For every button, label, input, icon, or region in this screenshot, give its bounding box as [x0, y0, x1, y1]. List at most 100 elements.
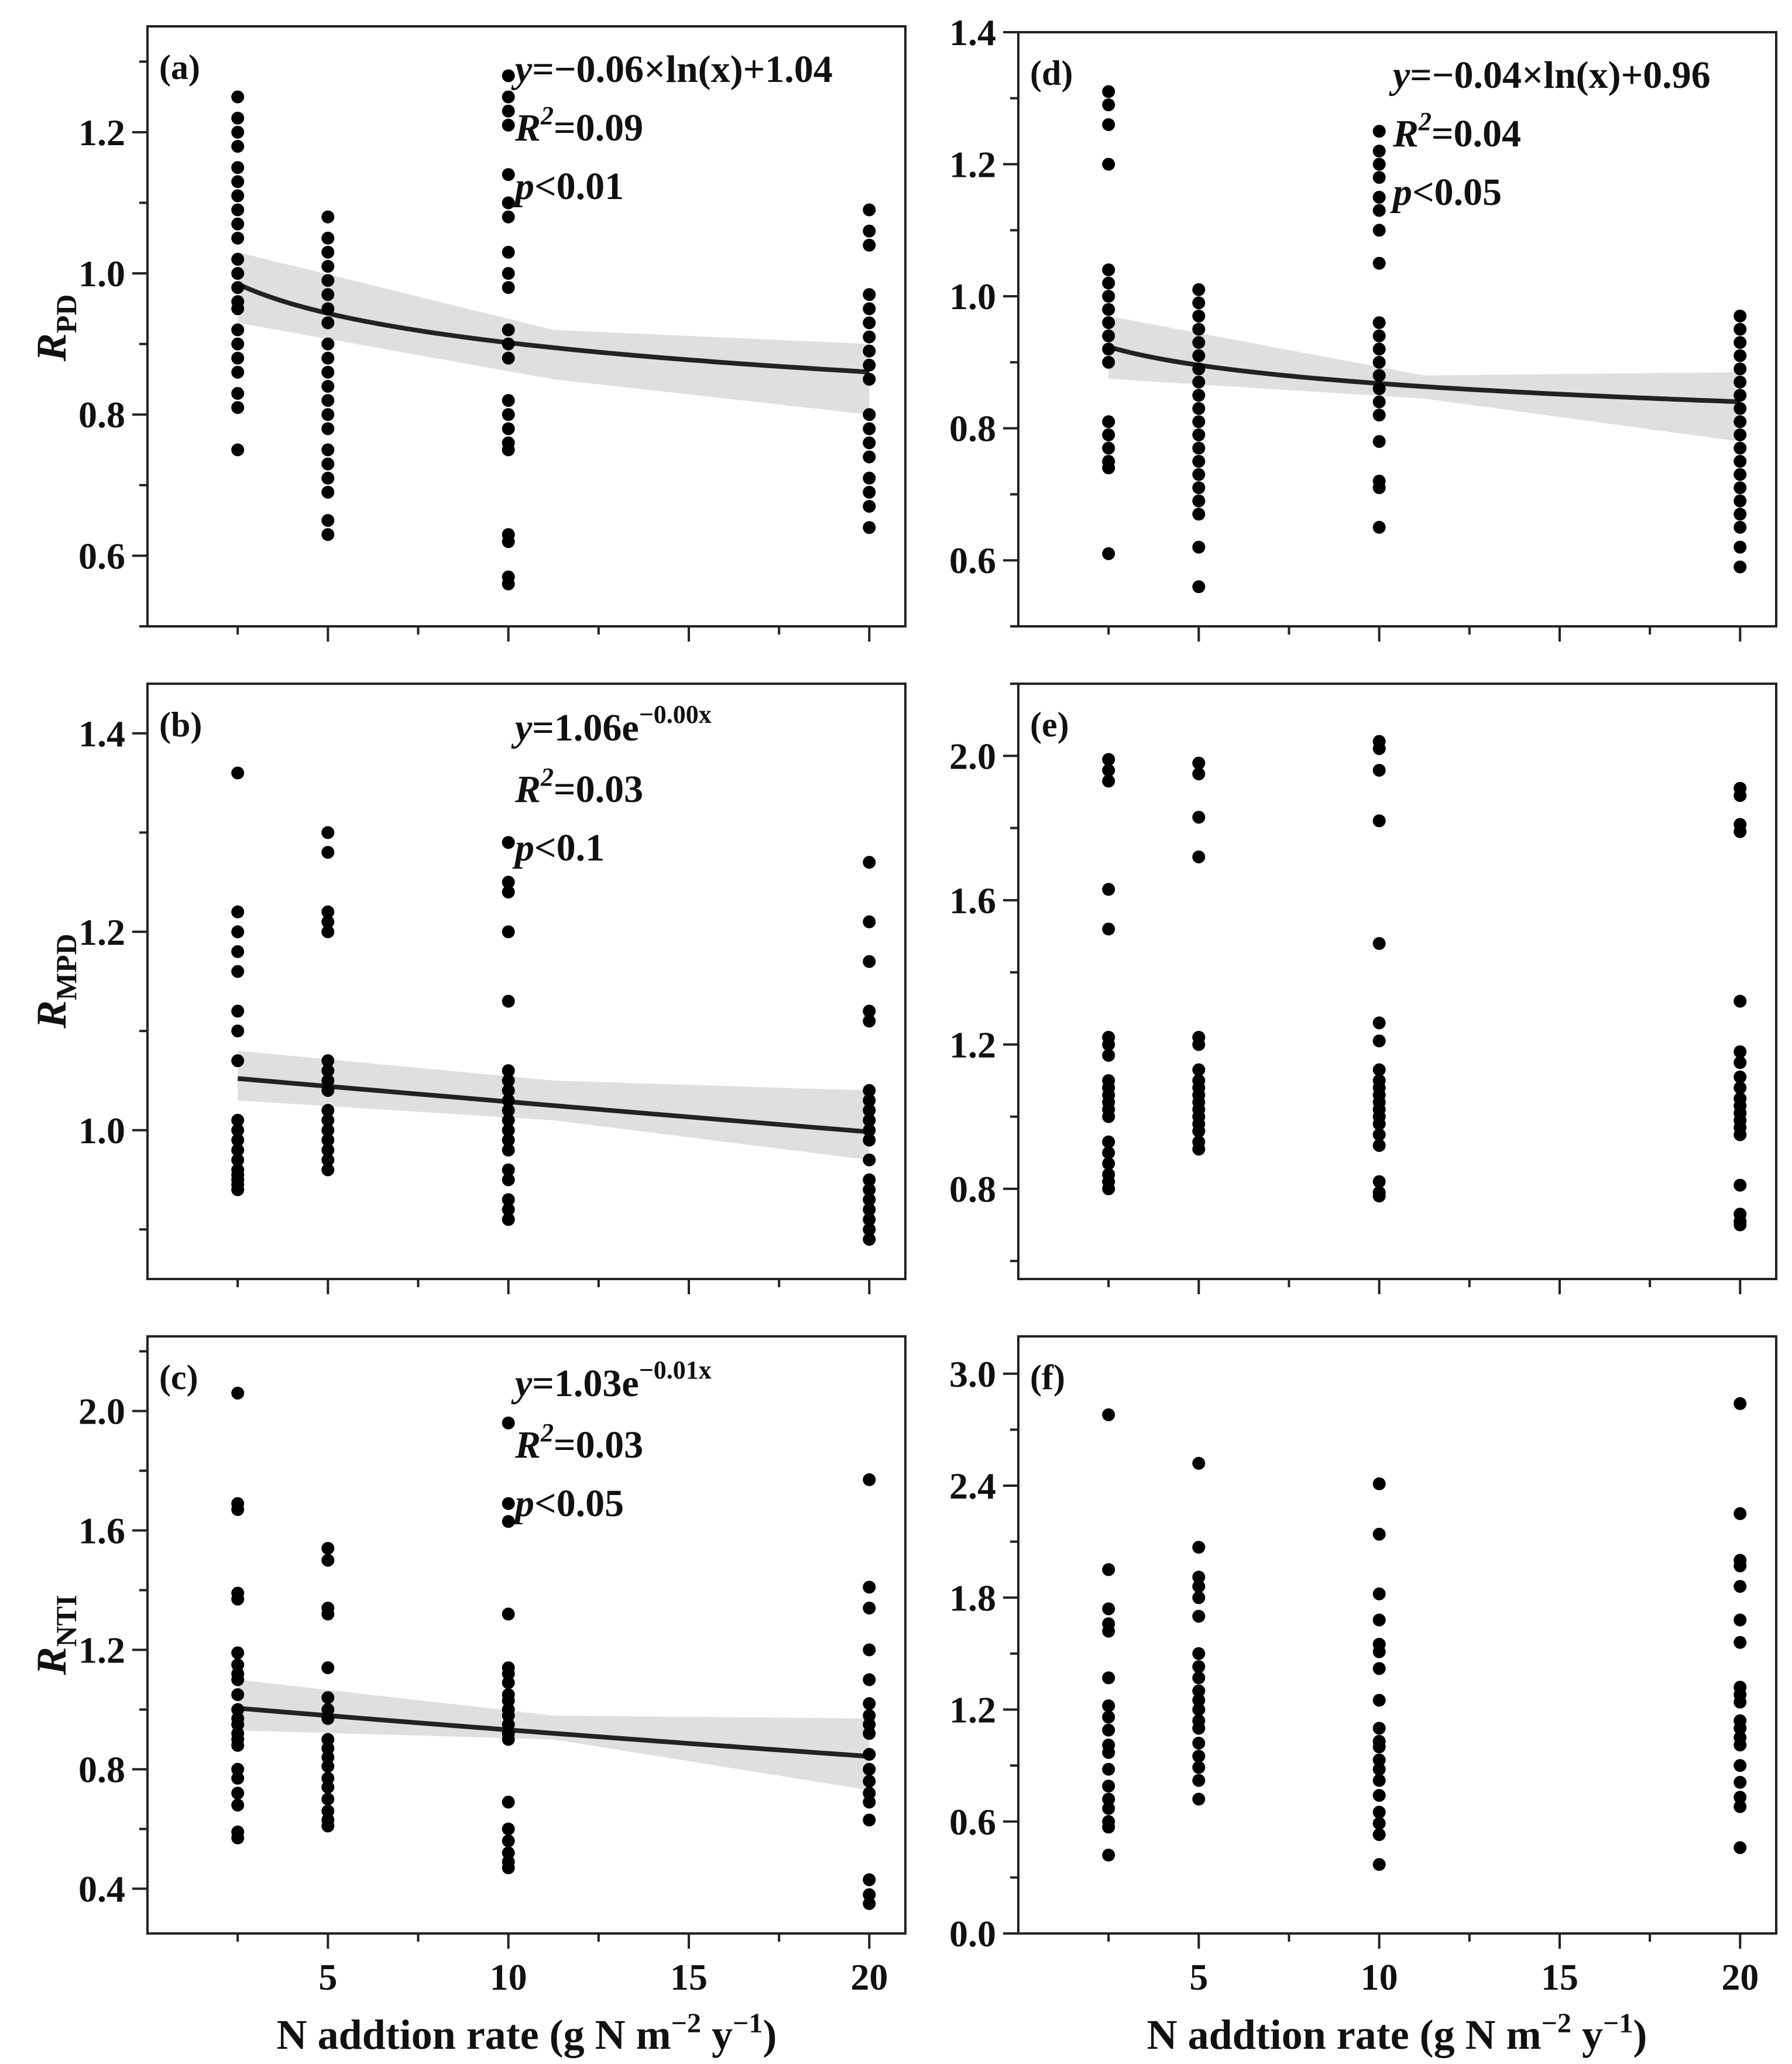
panel-c-data-point	[863, 1888, 876, 1901]
panel-f-data-point	[1192, 1610, 1206, 1623]
panel-d-data-point	[1102, 355, 1115, 369]
panel-c-data-point	[321, 1691, 335, 1705]
panel-a: (a) y=−0.06×ln(x)+1.04 R2=0.09 p<0.01 0.…	[78, 25, 907, 642]
panel-b-r2: R2=0.03	[514, 763, 643, 811]
panel-e-data-point	[1372, 1016, 1386, 1030]
panel-c-data-point	[502, 1834, 515, 1847]
panel-b-equation: y=1.06e−0.00x	[511, 700, 712, 749]
panel-a-data-point	[502, 168, 515, 181]
panel-b-data-point	[321, 1054, 335, 1068]
panel-c-data-point	[321, 1554, 335, 1567]
panel-c-data-point	[231, 1787, 245, 1800]
panel-f-data-point	[1192, 1774, 1206, 1787]
panel-a-fit-line	[236, 282, 870, 375]
panel-a-data-point	[863, 422, 876, 436]
panel-d-data-point	[1192, 481, 1206, 495]
panel-d-data-point	[1372, 382, 1386, 395]
panel-c-data-point	[863, 1795, 876, 1809]
panel-f-data-point	[1192, 1684, 1206, 1698]
panel-e-data-point	[1192, 1124, 1206, 1138]
panel-d: (d) y=−0.04×ln(x)+0.96 R2=0.04 p<0.05 0.…	[949, 12, 1777, 642]
panel-a-data-point	[321, 260, 335, 273]
panel-a-data-point	[502, 323, 515, 337]
panel-e-y-tick-label: 2.0	[949, 735, 996, 777]
panel-c-p: p<0.05	[512, 1482, 624, 1525]
panel-a-data-point	[502, 443, 515, 457]
panel-b-data-point	[502, 1074, 515, 1087]
panel-a-data-point	[502, 90, 515, 104]
panel-e-data-point	[1372, 937, 1386, 950]
panel-c-data-point	[502, 1709, 515, 1722]
panel-d-data-point	[1192, 494, 1206, 508]
panel-c-data-point	[321, 1712, 335, 1725]
panel-a-y-tick-label: 0.6	[78, 535, 125, 577]
panel-f-data-point	[1192, 1792, 1206, 1806]
panel-b-data-point	[502, 885, 515, 899]
panel-a-data-point	[502, 337, 515, 351]
panel-e-data-point	[1733, 1128, 1747, 1141]
panel-d-y-tick-label: 0.6	[949, 540, 996, 581]
panel-a-data-point	[502, 245, 515, 259]
panel-f-data-point	[1192, 1671, 1206, 1685]
panel-b-data-point	[231, 905, 245, 918]
panel-f-data-point	[1372, 1587, 1386, 1600]
panel-d-data-point	[1192, 441, 1206, 455]
panel-a-data-point	[231, 140, 245, 153]
panel-d-data-point	[1192, 402, 1206, 415]
panel-c-data-point	[231, 1592, 245, 1606]
panel-d-equation: y=−0.04×ln(x)+0.96	[1389, 54, 1711, 97]
panel-d-data-point	[1733, 540, 1747, 554]
panel-f-data-point	[1733, 1722, 1747, 1735]
panel-f-data-point	[1102, 1723, 1115, 1737]
panel-d-data-point	[1192, 415, 1206, 428]
panel-a-data-point	[321, 514, 335, 527]
panel-a-data-point	[321, 316, 335, 330]
panel-f-data-point	[1372, 1662, 1386, 1675]
panel-f-data-point	[1192, 1722, 1206, 1735]
y-axis-title-a: RPD	[28, 294, 83, 362]
panel-b-data-point	[502, 1084, 515, 1097]
panel-b-data-point	[321, 905, 335, 918]
panel-a-data-point	[863, 344, 876, 358]
panel-d-data-point	[1733, 389, 1747, 402]
panel-c-data-point	[231, 1646, 245, 1660]
panel-a-data-point	[321, 231, 335, 245]
panel-c-data-point	[231, 1771, 245, 1785]
panel-c-y-tick-label: 1.2	[78, 1630, 125, 1671]
panel-f-label: (f)	[1030, 1358, 1065, 1397]
panel-a-data-point	[231, 365, 245, 379]
panel-d-data-point	[1372, 520, 1386, 534]
panel-c-x-tick-label: 5	[318, 1956, 337, 1998]
panel-c-data-point	[502, 1846, 515, 1860]
panel-c-data-point	[502, 1733, 515, 1746]
panel-b-data-point	[321, 1143, 335, 1157]
panel-c-y-tick-label: 2.0	[78, 1391, 125, 1432]
panel-b-data-point	[863, 1213, 876, 1226]
panel-b-data-point	[502, 1064, 515, 1077]
panel-b-data-point	[321, 1074, 335, 1087]
panel-f-data-point	[1102, 1763, 1115, 1776]
panel-b-data-point	[321, 1064, 335, 1077]
panel-f-data-point	[1192, 1580, 1206, 1593]
panel-c: (c) y=1.03e−0.01x R2=0.03 p<0.05 0.4 0.8 1…	[78, 1335, 907, 1998]
panel-f-data-point	[1733, 1759, 1747, 1772]
panel-a-equation: y=−0.06×ln(x)+1.04	[511, 48, 833, 91]
panel-d-data-point	[1102, 276, 1115, 290]
y-axis-title-b: RMPD	[28, 934, 83, 1029]
panel-a-data-point	[321, 274, 335, 287]
panel-a-data-point	[321, 471, 335, 485]
panel-b-data-point	[863, 1233, 876, 1246]
panel-c-data-point	[321, 1804, 335, 1818]
panel-a-data-point	[502, 535, 515, 548]
panel-f-data-point	[1102, 1802, 1115, 1815]
panel-b-data-point	[231, 1004, 245, 1018]
panel-b-p: p<0.1	[512, 827, 605, 869]
panel-e-data-point	[1192, 756, 1206, 770]
panel-c-fit-line	[237, 1706, 870, 1759]
panel-b-data-point	[321, 915, 335, 928]
panel-e-data-point	[1372, 1175, 1386, 1188]
panel-d-r2: R2=0.04	[1392, 107, 1521, 155]
panel-f-data-point	[1192, 1647, 1206, 1660]
panel-c-label: (c)	[159, 1358, 198, 1397]
panel-a-data-point	[502, 118, 515, 132]
